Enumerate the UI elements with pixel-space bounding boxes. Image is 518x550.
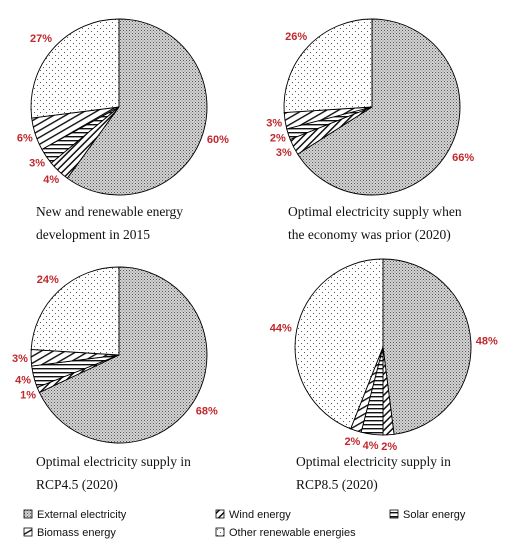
pie-data-label: 66% <box>452 152 474 164</box>
caption-rcp85-2020: Optimal electricity supply in RCP8.5 (20… <box>296 454 451 492</box>
legend-label: Solar energy <box>403 509 466 521</box>
pie-data-label: 2% <box>381 441 397 453</box>
pie-data-label: 6% <box>17 133 33 145</box>
legend: External electricity Wind energy Solar e… <box>23 509 466 539</box>
legend-item-wind: Wind energy <box>215 509 291 521</box>
caption-line: Optimal electricity supply when <box>288 204 462 219</box>
legend-item-biomass: Biomass energy <box>23 527 116 539</box>
pie-slice-other-renewable-energies <box>283 18 373 114</box>
pie-data-label: 27% <box>30 33 52 45</box>
caption-line: the economy was prior (2020) <box>288 227 451 242</box>
pie-chart-2015: 60% 4% 3% 6% 27% <box>17 18 229 196</box>
pie-slice-external-electricity <box>297 18 461 196</box>
pie-data-label: 48% <box>476 336 498 348</box>
pie-slice-external-electricity <box>66 18 208 196</box>
legend-swatch-other <box>215 527 225 537</box>
caption-line: Optimal electricity supply in <box>296 454 451 469</box>
pie-data-label: 24% <box>37 274 59 286</box>
pie-data-label: 60% <box>207 134 229 146</box>
pie-data-label: 3% <box>276 147 292 159</box>
pie-data-label: 4% <box>15 375 31 387</box>
pie-data-label: 4% <box>43 174 59 186</box>
legend-label: Wind energy <box>229 509 291 521</box>
caption-rcp45-2020: Optimal electricity supply in RCP4.5 (20… <box>36 454 191 492</box>
pie-slice-external-electricity <box>38 266 208 444</box>
pie-chart-economy-prior-2020: 66% 3% 2% 3% 26% <box>266 18 474 196</box>
pie-data-label: 4% <box>363 440 379 452</box>
caption-2015: New and renewable energy development in … <box>36 204 183 242</box>
pie-data-label: 1% <box>20 389 36 401</box>
legend-swatch-biomass <box>23 527 33 537</box>
caption-line: Optimal electricity supply in <box>36 454 191 469</box>
caption-line: RCP8.5 (2020) <box>296 477 378 492</box>
legend-swatch-wind <box>215 509 225 519</box>
legend-label: Other renewable energies <box>229 527 356 539</box>
pie-data-label: 2% <box>270 133 286 145</box>
pie-slice-other-renewable-energies <box>294 258 384 430</box>
pie-data-label: 3% <box>266 118 282 130</box>
pie-data-label: 44% <box>270 323 292 335</box>
pie-slice-other-renewable-energies <box>30 266 120 356</box>
legend-label: Biomass energy <box>37 527 116 539</box>
caption-line: RCP4.5 (2020) <box>36 477 118 492</box>
pie-chart-rcp45-2020: 68% 1% 4% 3% 24% <box>12 266 218 444</box>
pie-slice-other-renewable-energies <box>30 18 120 119</box>
legend-item-external: External electricity <box>23 509 127 521</box>
legend-swatch-external <box>23 509 33 519</box>
legend-item-other: Other renewable energies <box>215 527 356 539</box>
legend-swatch-solar <box>389 509 399 519</box>
caption-economy-prior-2020: Optimal electricity supply when the econ… <box>288 204 462 242</box>
pie-chart-rcp85-2020: 48% 2%4%2% 44% <box>270 258 498 453</box>
pie-slice-external-electricity <box>382 258 472 435</box>
pie-data-label: 3% <box>29 158 45 170</box>
caption-line: development in 2015 <box>36 227 150 242</box>
pie-data-label: 26% <box>285 31 307 43</box>
caption-line: New and renewable energy <box>36 204 183 219</box>
pie-data-label: 3% <box>12 353 28 365</box>
pie-data-label: 2% <box>344 436 360 448</box>
pie-data-label: 68% <box>196 406 218 418</box>
legend-label: External electricity <box>37 509 127 521</box>
legend-item-solar: Solar energy <box>389 509 466 521</box>
